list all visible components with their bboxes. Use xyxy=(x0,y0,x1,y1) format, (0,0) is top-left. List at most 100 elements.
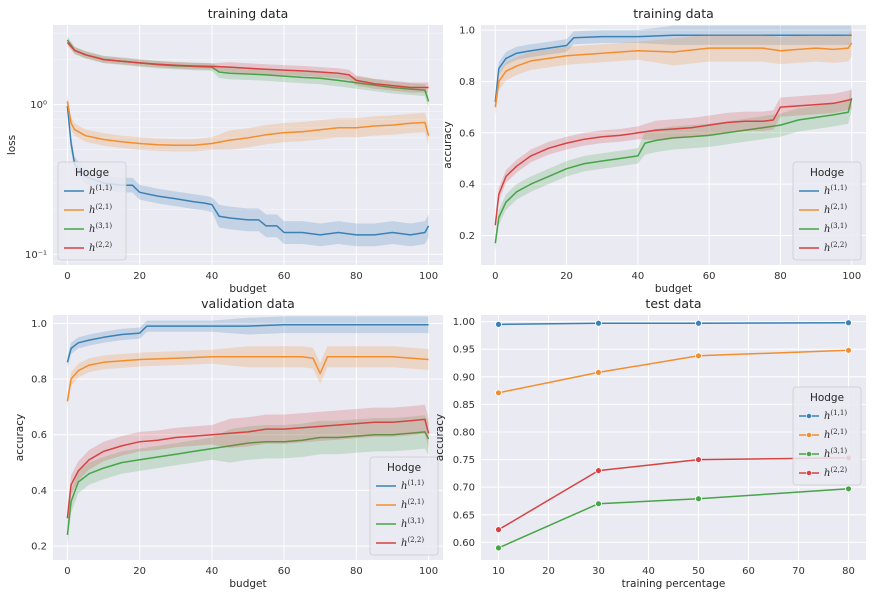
series-line-h22 xyxy=(498,457,849,531)
y-tick-label: 0.6 xyxy=(459,128,475,139)
legend-label-base: h xyxy=(89,186,95,197)
legend-entry-label: h(2,2) xyxy=(89,241,112,254)
y-axis-label: accuracy xyxy=(442,121,454,168)
chart-train-loss: 0 20 40 60 80 100 10⁰ 10⁻¹ training data budget lo… xyxy=(6,6,443,295)
y-tick-label: 0.4 xyxy=(31,486,47,497)
legend-box xyxy=(57,161,127,261)
x-tick-label: 0 xyxy=(64,271,70,282)
y-tick-label: 0.70 xyxy=(453,483,475,494)
legend-label-superscript: (2,2) xyxy=(407,536,424,544)
legend-label-base: h xyxy=(401,500,407,511)
band-h31 xyxy=(67,36,429,108)
legend-label-superscript: (3,1) xyxy=(95,222,112,230)
marker-h22 xyxy=(495,526,502,534)
legend-marker xyxy=(806,432,812,438)
y-tick-label: 10⁰ xyxy=(30,100,47,111)
marker-h11 xyxy=(595,319,602,327)
legend-entry-label: h(3,1) xyxy=(824,447,847,460)
x-axis-label: training percentage xyxy=(622,578,726,590)
y-tick-label: 0.95 xyxy=(453,345,475,356)
legend-box xyxy=(792,161,862,261)
x-tick-label: 100 xyxy=(842,271,861,282)
y-axis-label: accuracy xyxy=(14,414,26,461)
legend-entry-label: h(1,1) xyxy=(89,184,112,197)
band-h21 xyxy=(67,95,429,152)
legend-entry-label: h(1,1) xyxy=(824,184,847,197)
legend-label-base: h xyxy=(824,430,830,441)
legend-title: Hodge xyxy=(387,462,421,474)
legend-box xyxy=(369,456,439,556)
y-tick-label: 0.4 xyxy=(459,180,475,191)
marker-h22 xyxy=(595,467,602,475)
y-tick-label: 0.90 xyxy=(453,372,475,383)
series-line-h22 xyxy=(494,98,852,226)
x-tick-label: 40 xyxy=(631,271,644,282)
x-tick-label: 60 xyxy=(278,566,291,577)
legend-label-base: h xyxy=(824,449,830,460)
legend-label-base: h xyxy=(401,538,407,549)
y-axis-label: accuracy xyxy=(434,414,446,461)
legend-label-base: h xyxy=(824,186,830,197)
series-line-h31 xyxy=(66,431,430,535)
chart-val-acc: 0 20 40 60 80 100 0.2 0.4 0.6 0.8 1.0 validation da… xyxy=(14,296,443,590)
legend-entry-label: h(2,1) xyxy=(824,203,847,216)
x-tick-label: 70 xyxy=(792,566,805,577)
chart-title: training data xyxy=(208,6,289,21)
legend-label-base: h xyxy=(824,205,830,216)
marker-h31 xyxy=(495,544,502,552)
legend-label-superscript: (1,1) xyxy=(95,184,112,192)
y-tick-label: 1.0 xyxy=(31,319,47,330)
legend-entry-label: h(2,1) xyxy=(824,428,847,441)
x-axis-label: budget xyxy=(229,578,266,590)
y-tick-label: 0.60 xyxy=(453,538,475,549)
legend-label-superscript: (2,2) xyxy=(830,466,847,474)
x-tick-label: 20 xyxy=(133,271,146,282)
legend-label-base: h xyxy=(824,468,830,479)
legend-title: Hodge xyxy=(810,167,844,179)
y-tick-label: 0.2 xyxy=(31,542,47,553)
x-tick-label: 0 xyxy=(492,271,498,282)
legend-label-base: h xyxy=(824,411,830,422)
band-h21 xyxy=(67,346,429,409)
series-line-h22 xyxy=(66,418,430,519)
marker-h31 xyxy=(845,485,852,493)
series-line-h22 xyxy=(66,41,429,89)
series-line-h21 xyxy=(66,356,429,402)
marker-h31 xyxy=(695,495,702,503)
legend-entry-label: h(3,1) xyxy=(89,222,112,235)
marker-h21 xyxy=(495,389,502,397)
y-tick-label: 0.85 xyxy=(453,400,475,411)
legend-label-superscript: (3,1) xyxy=(407,517,424,525)
legend-entry-label: h(2,2) xyxy=(401,536,424,549)
legend-label-superscript: (2,2) xyxy=(830,241,847,249)
legend-label-superscript: (1,1) xyxy=(407,479,424,487)
series-line-h31 xyxy=(498,488,849,549)
band-h22 xyxy=(67,39,429,93)
series-group xyxy=(494,25,853,251)
legend-entry-label: h(3,1) xyxy=(824,222,847,235)
marker-h21 xyxy=(695,352,702,360)
y-tick-label: 0.75 xyxy=(453,455,475,466)
series-line-h21 xyxy=(494,42,853,108)
legend-marker xyxy=(806,451,812,457)
marker-h11 xyxy=(695,319,702,327)
legend-label-superscript: (2,1) xyxy=(407,498,424,506)
chart-train-acc: 0 20 40 60 80 100 0.2 0.4 0.6 0.8 1.0 training data… xyxy=(442,6,866,295)
legend-entry-label: h(2,1) xyxy=(89,203,112,216)
x-tick-label: 80 xyxy=(774,271,787,282)
chart-title: validation data xyxy=(201,296,295,311)
x-tick-label: 0 xyxy=(64,566,70,577)
y-axis-label: loss xyxy=(6,135,18,155)
series-group xyxy=(66,316,430,547)
x-tick-label: 60 xyxy=(742,566,755,577)
x-tick-label: 100 xyxy=(419,566,438,577)
legend-label-superscript: (2,1) xyxy=(830,428,847,436)
legend-label-base: h xyxy=(89,205,95,216)
x-tick-label: 50 xyxy=(692,566,705,577)
legend-label-superscript: (2,1) xyxy=(830,203,847,211)
x-tick-label: 80 xyxy=(842,566,855,577)
legend-label-base: h xyxy=(401,481,407,492)
band-h21 xyxy=(495,29,852,117)
series-line-h21 xyxy=(66,101,430,147)
